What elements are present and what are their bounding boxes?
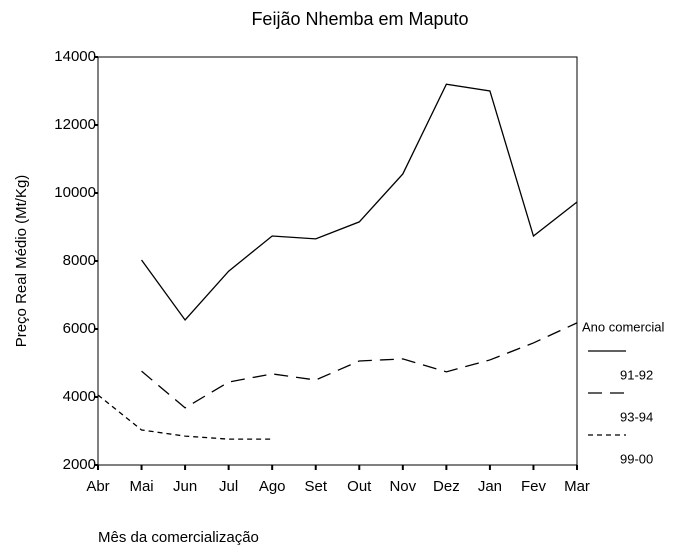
series-line: [97, 394, 273, 440]
x-tick-label: Fev: [521, 478, 547, 495]
legend-label: 93-94: [620, 409, 653, 424]
y-tick-label: 8000: [63, 252, 96, 269]
chart-title: Feijão Nhemba em Maputo: [251, 9, 468, 29]
x-tick-label: Jun: [173, 478, 197, 495]
x-tick-label: Ago: [259, 478, 286, 495]
x-tick-label: Mai: [129, 478, 153, 495]
x-axis-label: Mês da comercialização: [98, 529, 259, 546]
y-axis-label: Preço Real Médio (Mt/Kg): [13, 175, 30, 348]
series-line: [141, 83, 578, 322]
y-tick-label: 12000: [54, 116, 96, 133]
y-tick-label: 2000: [63, 456, 96, 473]
x-tick-label: Jul: [219, 478, 238, 495]
x-tick-label: Jan: [478, 478, 502, 495]
legend-title: Ano comercial: [582, 319, 664, 334]
x-tick-label: Mar: [564, 478, 590, 495]
y-tick-label: 14000: [54, 48, 96, 65]
y-tick-label: 10000: [54, 184, 96, 201]
x-tick-label: Out: [347, 478, 372, 495]
x-tick-label: Nov: [389, 478, 416, 495]
legend-label: 99-00: [620, 451, 653, 466]
y-tick-label: 6000: [63, 320, 96, 337]
x-tick-label: Abr: [86, 478, 109, 495]
series-line: [141, 322, 578, 409]
plot-frame: [97, 56, 578, 466]
x-tick-label: Dez: [433, 478, 460, 495]
x-tick-label: Set: [304, 478, 327, 495]
y-tick-label: 4000: [63, 388, 96, 405]
legend-label: 91-92: [620, 367, 653, 382]
